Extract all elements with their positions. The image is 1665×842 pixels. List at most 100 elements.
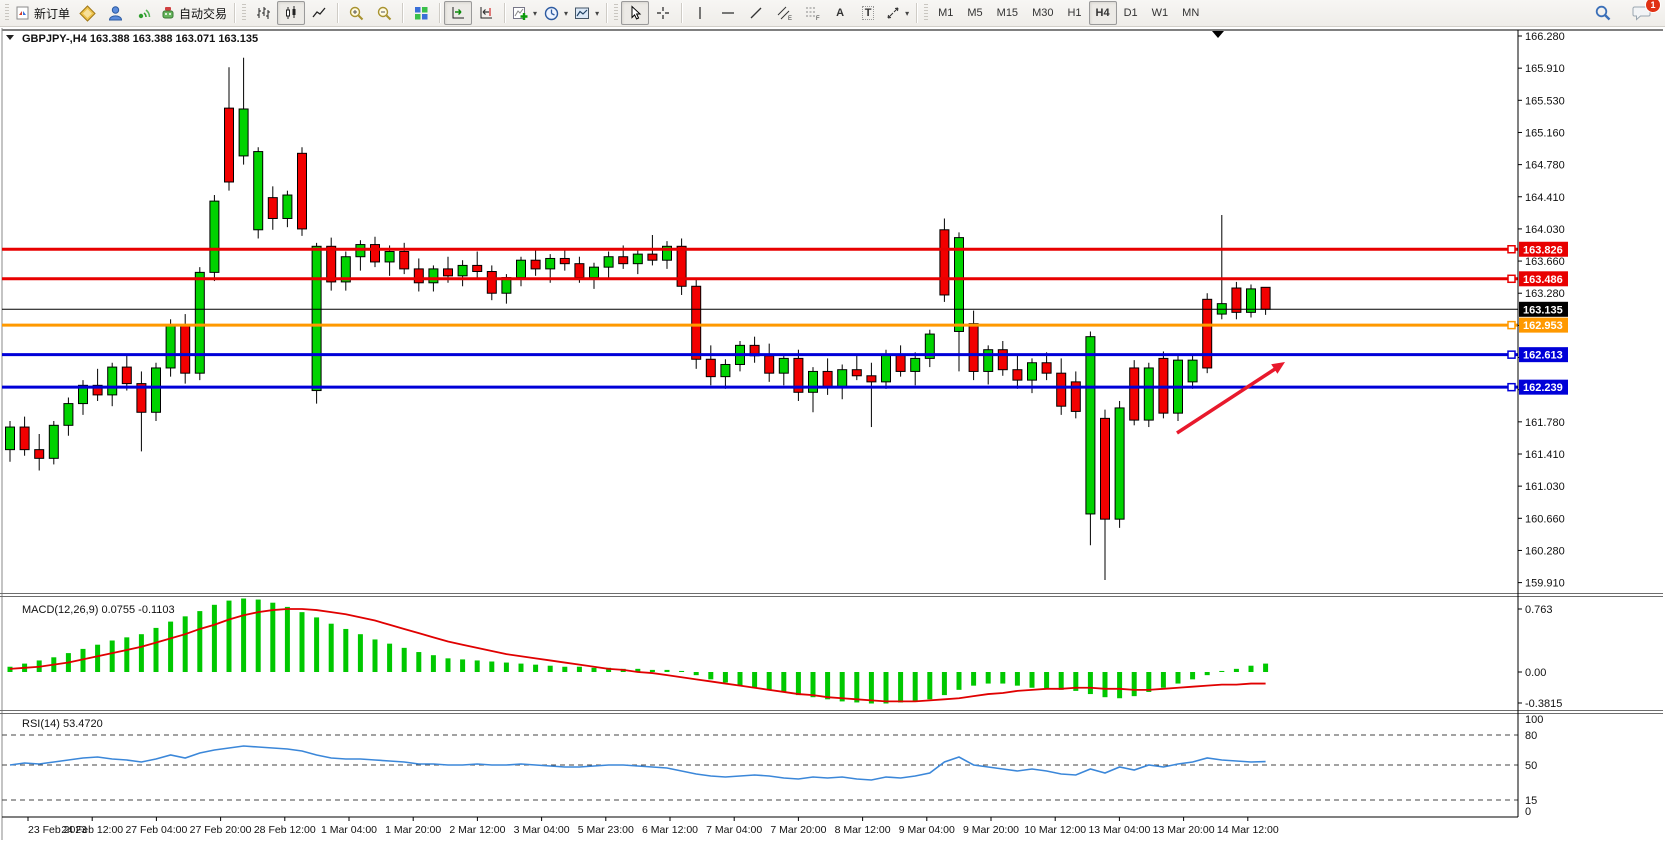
time-tick-label: 14 Mar 12:00 <box>1217 824 1279 836</box>
trendline-button[interactable] <box>742 1 770 25</box>
price-line-label: 162.613 <box>1519 347 1568 363</box>
chart-canvas[interactable]: MACD(12,26,9) 0.0755 -0.1103 RSI(14) 53.4… <box>0 27 1665 842</box>
chevron-down-icon: ▾ <box>595 8 600 18</box>
timeframe-button-D1[interactable]: D1 <box>1117 1 1145 25</box>
rsi-axis-label: 100 <box>1525 714 1543 726</box>
auto-trading-icon <box>162 7 174 19</box>
timeframe-button-M30[interactable]: M30 <box>1025 1 1060 25</box>
auto-trading-button[interactable]: 自动交易 <box>157 1 230 25</box>
equidistant-channel-icon: E <box>777 6 792 21</box>
time-tick-label: 3 Mar 04:00 <box>514 824 570 836</box>
vertical-line-button[interactable] <box>686 1 714 25</box>
toolbar-grip[interactable] <box>614 4 619 22</box>
timeframe-button-MN[interactable]: MN <box>1175 1 1206 25</box>
price-line-label: 162.953 <box>1519 317 1568 333</box>
price-tick-label: 163.660 <box>1525 256 1565 268</box>
svg-text:F: F <box>816 16 820 21</box>
line-chart-button[interactable] <box>305 1 333 25</box>
price-tick-label: 165.910 <box>1525 63 1565 75</box>
vertical-line-icon <box>699 7 701 19</box>
periods-clock-icon <box>544 6 559 20</box>
crosshair-button[interactable] <box>649 1 677 25</box>
time-tick-label: 1 Mar 04:00 <box>321 824 377 836</box>
toolbar-grip[interactable] <box>242 4 247 22</box>
time-tick-label: 13 Mar 20:00 <box>1153 824 1215 836</box>
bar-chart-icon <box>257 7 271 19</box>
bar-chart-button[interactable] <box>249 1 277 25</box>
price-tick-label: 161.030 <box>1525 481 1565 493</box>
add-indicator-icon <box>513 6 528 20</box>
time-tick-label: 9 Mar 20:00 <box>963 824 1019 836</box>
price-tick-label: 160.280 <box>1525 545 1565 557</box>
text-button[interactable]: A <box>826 1 854 25</box>
time-tick-label: 9 Mar 04:00 <box>899 824 955 836</box>
search-button[interactable] <box>1589 1 1617 25</box>
timeframe-button-M5[interactable]: M5 <box>960 1 989 25</box>
time-tick-label: 10 Mar 12:00 <box>1024 824 1086 836</box>
candles-layer <box>5 57 1271 580</box>
templates-icon <box>575 7 590 19</box>
signal-button[interactable] <box>129 1 157 25</box>
fibonacci-icon: F <box>805 7 820 21</box>
rsi-axis-label: 15 <box>1525 795 1537 807</box>
macd-label: MACD(12,26,9) 0.0755 -0.1103 <box>22 604 175 616</box>
toolbar-grip[interactable] <box>5 4 9 22</box>
svg-text:163.135: 163.135 <box>1523 304 1563 316</box>
tile-windows-button[interactable] <box>407 1 435 25</box>
time-tick-label: 7 Mar 20:00 <box>770 824 826 836</box>
periods-button[interactable]: ▾ <box>540 1 571 25</box>
profile-icon <box>108 5 122 20</box>
macd-axis-label: 0.763 <box>1525 604 1553 616</box>
chart-window: MACD(12,26,9) 0.0755 -0.1103 RSI(14) 53.4… <box>0 27 1665 842</box>
timeframe-label: H1 <box>1067 7 1082 19</box>
timeframe-button-M15[interactable]: M15 <box>990 1 1025 25</box>
chevron-down-icon: ▾ <box>905 8 910 18</box>
price-tick-label: 166.280 <box>1525 31 1565 43</box>
timeframe-button-W1[interactable]: W1 <box>1145 1 1176 25</box>
svg-text:E: E <box>788 16 792 21</box>
profile-button[interactable] <box>101 1 129 25</box>
candlestick-chart-button[interactable] <box>277 1 306 25</box>
time-tick-label: 23 Feb 2023 <box>28 824 87 836</box>
equidistant-channel-button[interactable]: E <box>770 1 798 25</box>
timeframe-label: M15 <box>996 7 1019 19</box>
timeframe-label: M30 <box>1032 7 1054 19</box>
crosshair-icon <box>657 7 670 19</box>
price-tick-label: 161.410 <box>1525 449 1565 461</box>
timeframe-button-M1[interactable]: M1 <box>931 1 960 25</box>
arrows-button[interactable]: ▾ <box>882 1 912 25</box>
new-order-button[interactable]: 新订单 <box>12 1 73 25</box>
timeframe-button-H4[interactable]: H4 <box>1088 1 1117 25</box>
timeframe-label: M5 <box>967 7 983 19</box>
tile-windows-icon <box>414 6 428 19</box>
fibonacci-button[interactable]: F <box>798 1 826 25</box>
trend-arrow-annotation <box>1176 362 1285 435</box>
zoom-in-button[interactable] <box>342 1 370 25</box>
auto-scroll-button[interactable] <box>444 1 473 25</box>
time-tick-label: 27 Feb 20:00 <box>190 824 252 836</box>
templates-button[interactable]: ▾ <box>571 1 602 25</box>
metaquotes-button[interactable] <box>73 1 101 25</box>
chart-shift-button[interactable] <box>472 1 500 25</box>
svg-text:162.953: 162.953 <box>1523 320 1563 332</box>
toolbar-grip[interactable] <box>924 4 929 22</box>
add-indicator-button[interactable]: ▾ <box>509 1 540 25</box>
timeframe-button-H1[interactable]: H1 <box>1060 1 1088 25</box>
macd-axis-label: -0.3815 <box>1525 698 1562 710</box>
new-order-icon <box>16 6 29 20</box>
time-tick-label: 28 Feb 12:00 <box>254 824 316 836</box>
time-tick-label: 27 Feb 04:00 <box>125 824 187 836</box>
time-tick-label: 5 Mar 23:00 <box>578 824 634 836</box>
cursor-button[interactable] <box>621 1 650 25</box>
chat-button[interactable]: 1 <box>1627 0 1661 25</box>
horizontal-line-button[interactable] <box>714 1 742 25</box>
main-toolbar: 新订单 自动交易 <box>0 0 1665 27</box>
time-tick-label: 24 Feb 12:00 <box>61 824 123 836</box>
svg-text:163.486: 163.486 <box>1523 274 1563 286</box>
zoom-out-button[interactable] <box>370 1 398 25</box>
svg-text:162.239: 162.239 <box>1523 382 1563 394</box>
timeframe-label: D1 <box>1123 7 1138 19</box>
text-label-button[interactable]: T <box>854 1 882 25</box>
auto-trading-label: 自动交易 <box>179 6 228 21</box>
